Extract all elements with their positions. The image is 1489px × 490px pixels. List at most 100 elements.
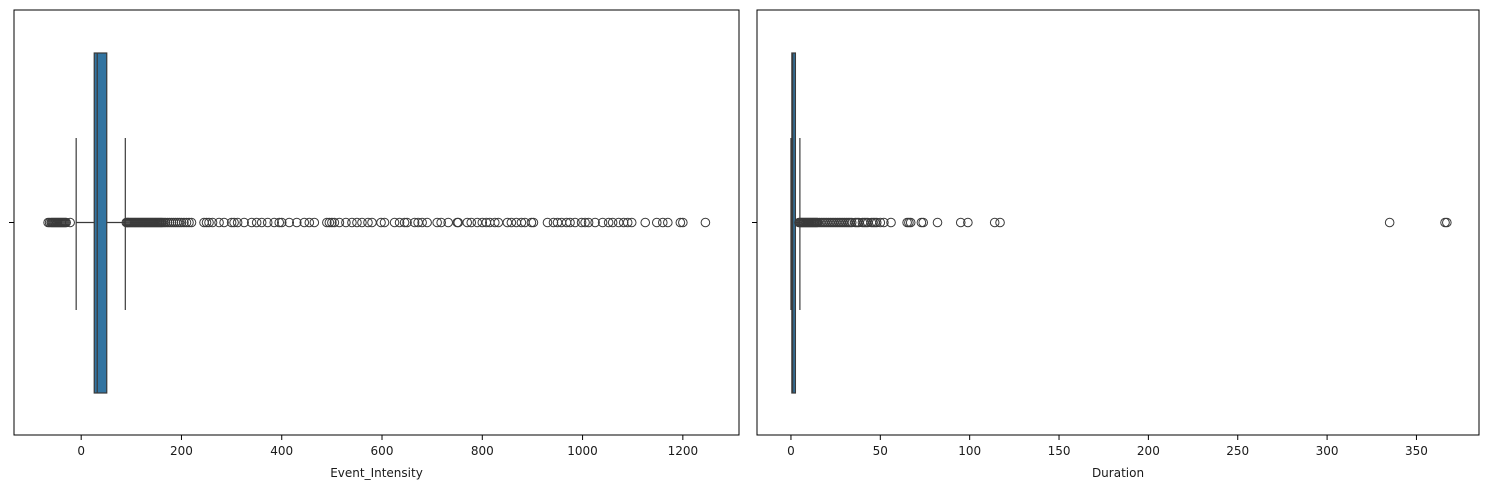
outlier-point	[597, 217, 608, 228]
outlier-point	[886, 217, 896, 228]
outlier-point	[251, 217, 262, 228]
outlier-point	[334, 217, 345, 228]
outlier-point	[299, 217, 310, 228]
outlier-point	[436, 217, 446, 228]
outlier-point	[526, 217, 537, 228]
outlier-point	[565, 217, 575, 228]
outlier-point	[184, 217, 194, 228]
outlier-point	[352, 217, 362, 228]
outlier-point	[622, 217, 633, 228]
x-tick-label: 200	[170, 444, 193, 458]
outlier-point	[516, 217, 527, 228]
outlier-point	[329, 217, 340, 228]
outlier-point	[201, 217, 212, 228]
x-tick-label: 1200	[668, 444, 699, 458]
outlier-point	[324, 217, 335, 228]
outlier-point	[327, 217, 337, 228]
outlier-point	[875, 217, 886, 228]
outlier-point	[626, 217, 637, 228]
outlier-point	[347, 217, 357, 228]
outlier-point	[995, 217, 1005, 228]
outlier-point	[256, 217, 267, 228]
outlier-point	[61, 217, 71, 228]
outlier-point	[678, 217, 688, 228]
outlier-point	[1384, 217, 1395, 228]
axes-frame	[756, 9, 1480, 436]
outlier-point	[181, 217, 192, 228]
x-axis-label: Duration	[1092, 466, 1144, 480]
x-tick-label: 0	[787, 444, 795, 458]
x-tick-label: 50	[873, 444, 888, 458]
outlier-point	[1442, 217, 1452, 228]
outlier-point	[409, 217, 420, 228]
outlier-point	[607, 217, 618, 228]
x-tick-label: 200	[1137, 444, 1160, 458]
x-tick-label: 150	[1048, 444, 1071, 458]
outlier-point	[879, 217, 889, 228]
outlier-point	[477, 217, 488, 228]
outlier-point	[932, 217, 943, 228]
outlier-point	[472, 217, 483, 228]
x-tick-label: 600	[371, 444, 394, 458]
iqr-box	[93, 52, 108, 394]
outlier-point	[389, 217, 400, 228]
outlier-point	[376, 217, 386, 228]
outlier-point	[663, 217, 673, 228]
outlier-point	[65, 217, 75, 228]
outlier-point	[246, 217, 257, 228]
outlier-point	[357, 217, 367, 228]
outlier-point	[239, 217, 249, 228]
outlier-point	[918, 217, 929, 228]
outlier-point	[590, 217, 600, 228]
outlier-point	[176, 217, 187, 228]
outlier-point	[466, 217, 477, 228]
outlier-point	[422, 217, 432, 228]
outlier-point	[583, 217, 594, 228]
x-tick-label: 300	[1316, 444, 1339, 458]
outlier-point	[576, 217, 587, 228]
outlier-point	[618, 217, 629, 228]
outlier-point	[284, 217, 295, 228]
right-boxplot-panel: 0 50 100 150 200 250 300 350 Duration	[752, 9, 1480, 480]
outlier-point	[955, 217, 966, 228]
outlier-point	[341, 217, 351, 228]
x-tick-label: 800	[471, 444, 494, 458]
outlier-point	[542, 217, 553, 228]
x-tick-label: 400	[270, 444, 293, 458]
outlier-point	[700, 217, 711, 228]
outlier-point	[207, 217, 218, 228]
outlier-point	[204, 217, 214, 228]
outlier-point	[490, 217, 500, 228]
outlier-point	[186, 217, 197, 228]
outlier-point	[613, 217, 624, 228]
outlier-point	[304, 217, 315, 228]
outlier-point	[871, 217, 882, 228]
outlier-point	[291, 217, 302, 228]
outlier-point	[262, 217, 273, 228]
outlier-point	[846, 217, 857, 228]
outlier-point	[322, 217, 332, 228]
outlier-point	[402, 217, 412, 228]
outlier-point	[274, 217, 285, 228]
outlier-point	[651, 217, 662, 228]
outlier-point	[417, 217, 427, 228]
outlier-point	[528, 217, 539, 228]
outlier-point	[989, 217, 1000, 228]
outlier-point	[399, 217, 410, 228]
x-tick-label: 250	[1226, 444, 1249, 458]
outlier-point	[309, 217, 320, 228]
outlier-point	[232, 217, 243, 228]
outlier-point	[179, 217, 189, 228]
outlier-point	[905, 217, 916, 228]
outlier-point	[226, 217, 237, 228]
x-tick-label: 0	[77, 444, 85, 458]
outlier-point	[963, 217, 973, 228]
outlier-point	[363, 217, 373, 228]
outlier-point	[657, 217, 668, 228]
outlier-point	[219, 217, 229, 228]
outlier-point	[603, 217, 614, 228]
x-tick-label: 1000	[567, 444, 598, 458]
outlier-point	[640, 217, 651, 228]
outlier-point	[229, 217, 239, 228]
